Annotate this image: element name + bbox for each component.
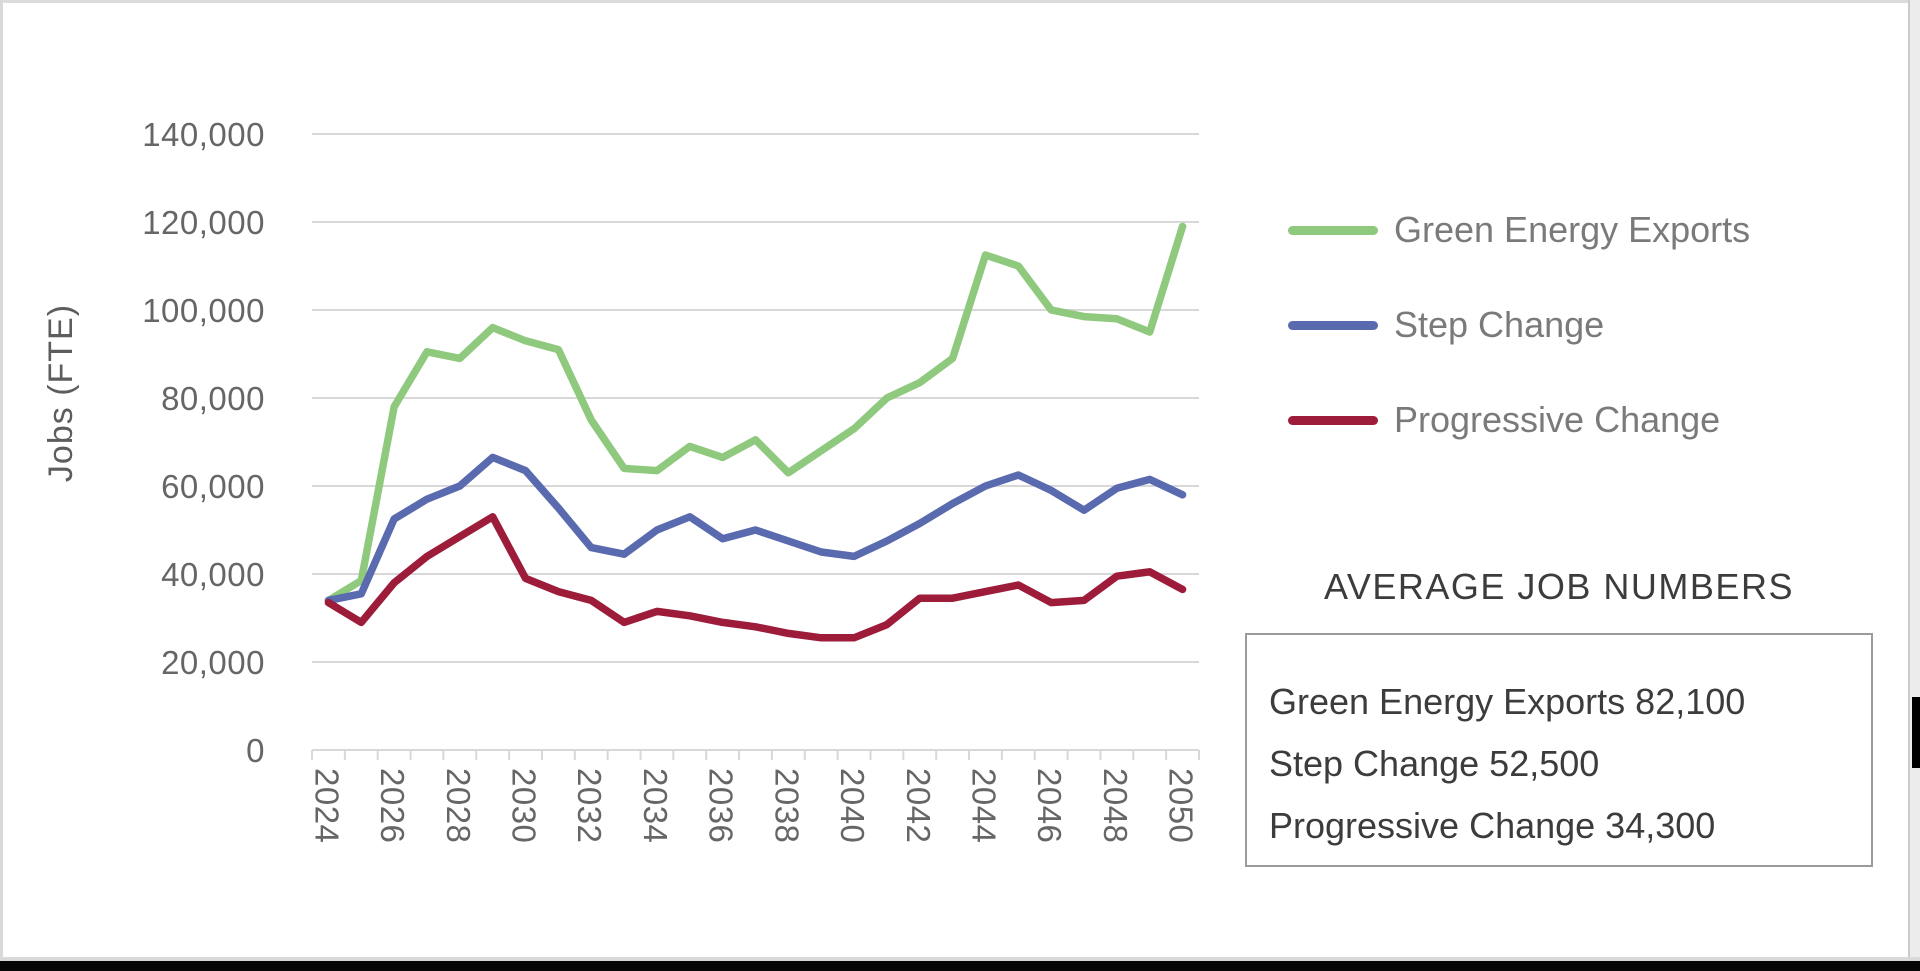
svg-text:2034: 2034 <box>637 768 674 843</box>
svg-text:80,000: 80,000 <box>161 380 265 417</box>
svg-text:2032: 2032 <box>571 768 608 843</box>
svg-text:2046: 2046 <box>1031 768 1068 843</box>
svg-text:100,000: 100,000 <box>142 292 265 329</box>
svg-text:2024: 2024 <box>308 768 345 843</box>
stats-title: AVERAGE JOB NUMBERS <box>1324 566 1794 607</box>
legend-item-green-energy-exports: Green Energy Exports <box>1288 205 1750 255</box>
svg-text:20,000: 20,000 <box>161 644 265 681</box>
frame-border-top <box>0 0 1920 3</box>
legend-item-progressive-change: Progressive Change <box>1288 395 1750 445</box>
svg-text:2044: 2044 <box>965 768 1002 843</box>
frame-border-bottom <box>0 957 1920 961</box>
legend-label: Step Change <box>1394 304 1605 345</box>
stats-box: Green Energy Exports 82,100 Step Change … <box>1245 633 1873 867</box>
svg-text:2028: 2028 <box>440 768 477 843</box>
svg-text:2040: 2040 <box>834 768 871 843</box>
right-edge-black-mark <box>1912 697 1920 768</box>
svg-text:2050: 2050 <box>1163 768 1200 843</box>
svg-text:120,000: 120,000 <box>142 204 265 241</box>
green-energy-exports-swatch <box>1288 225 1378 235</box>
svg-text:40,000: 40,000 <box>161 556 265 593</box>
svg-text:2036: 2036 <box>703 768 740 843</box>
stats-line-progressive-change: Progressive Change 34,300 <box>1269 805 1716 846</box>
svg-text:2030: 2030 <box>506 768 543 843</box>
stats-line-step-change: Step Change 52,500 <box>1269 743 1600 784</box>
legend-label: Progressive Change <box>1394 399 1721 440</box>
frame-border-left <box>0 0 3 968</box>
svg-text:Jobs (FTE): Jobs (FTE) <box>42 304 80 482</box>
svg-text:2048: 2048 <box>1097 768 1134 843</box>
step-change-swatch <box>1288 320 1378 330</box>
svg-text:140,000: 140,000 <box>142 116 265 153</box>
legend-label: Green Energy Exports <box>1394 209 1751 250</box>
progressive-change-swatch <box>1288 415 1378 425</box>
stats-line-green-energy-exports: Green Energy Exports 82,100 <box>1269 681 1746 722</box>
line-chart: 0 20,000 40,000 60,000 80,000 100,000 120,000 1… <box>42 116 1200 843</box>
svg-text:2038: 2038 <box>768 768 805 843</box>
legend-item-step-change: Step Change <box>1288 300 1750 350</box>
right-edge-strip <box>1908 0 1920 961</box>
svg-text:60,000: 60,000 <box>161 468 265 505</box>
svg-text:2026: 2026 <box>374 768 411 843</box>
bottom-black-bar <box>0 961 1920 971</box>
svg-text:0: 0 <box>246 732 265 769</box>
svg-text:2042: 2042 <box>900 768 937 843</box>
legend: Green Energy Exports Step Change Progres… <box>1288 205 1750 445</box>
